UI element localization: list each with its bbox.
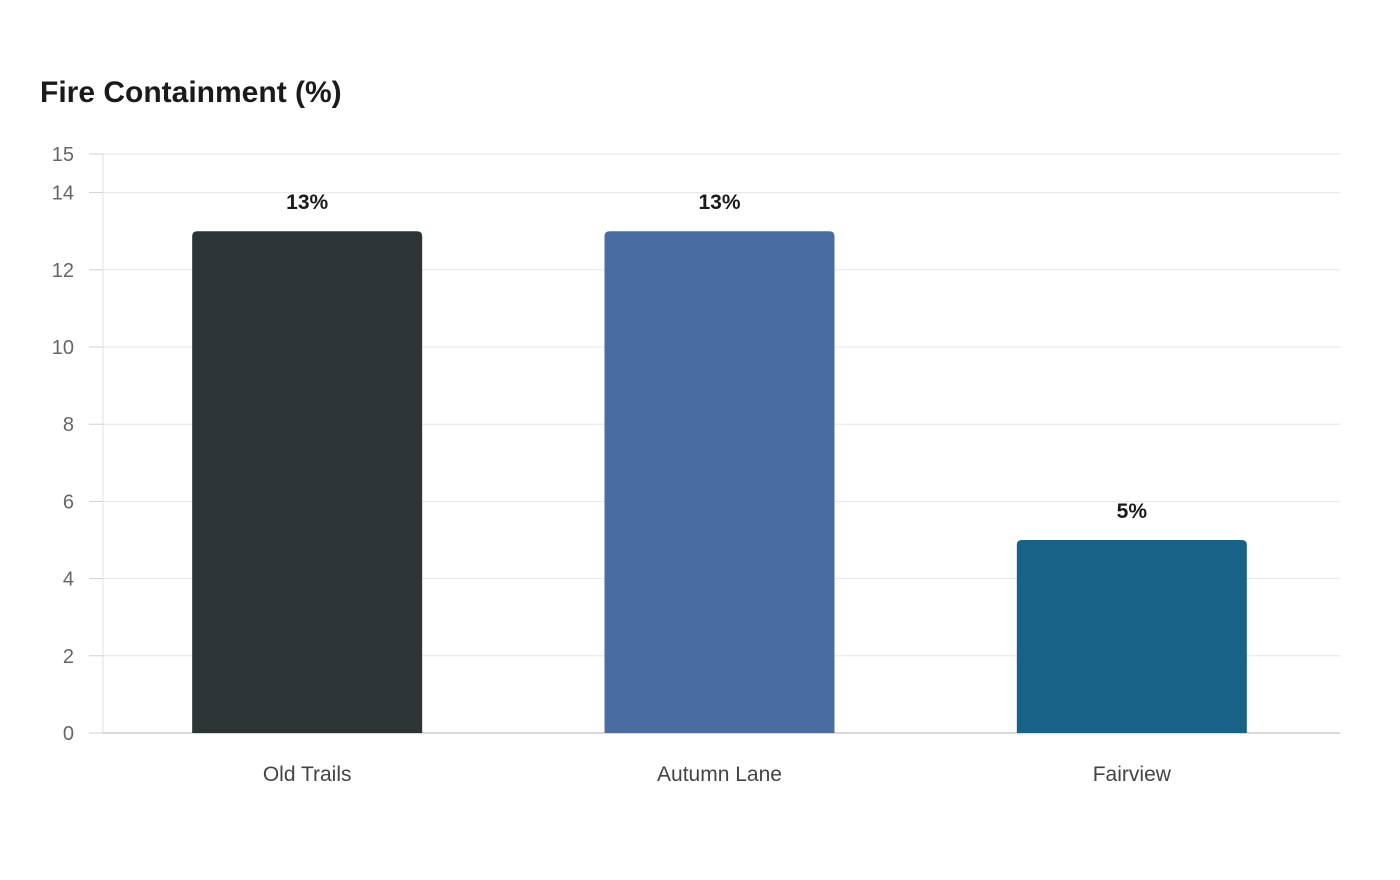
y-tick-label: 8 — [63, 414, 74, 436]
bar-fairview — [1016, 540, 1247, 733]
bars — [192, 231, 1247, 733]
y-tick-label: 2 — [63, 646, 74, 668]
x-tick-label: Fairview — [1093, 763, 1172, 786]
x-tick-label: Autumn Lane — [657, 763, 782, 786]
bar-value-label: 13% — [698, 191, 740, 214]
y-tick-label: 12 — [52, 260, 74, 282]
y-tick-label: 0 — [63, 723, 74, 745]
labels: 0 2 4 6 8 10 12 14 15 13% Old Trails 13% Autumn Lane… — [52, 144, 1172, 786]
y-tick-label: 15 — [52, 144, 74, 166]
y-tick-label: 14 — [52, 183, 74, 205]
y-tick-label: 4 — [63, 569, 74, 591]
x-tick-label: Old Trails — [263, 763, 352, 786]
bar-old-trails — [192, 231, 423, 733]
y-tick-label: 10 — [52, 337, 74, 359]
bar-value-label: 13% — [286, 191, 328, 214]
y-tick-label: 6 — [63, 491, 74, 513]
chart-title: Fire Containment (%) — [40, 76, 342, 109]
bar-value-label: 5% — [1117, 500, 1148, 523]
bar-autumn-lane — [604, 231, 835, 733]
